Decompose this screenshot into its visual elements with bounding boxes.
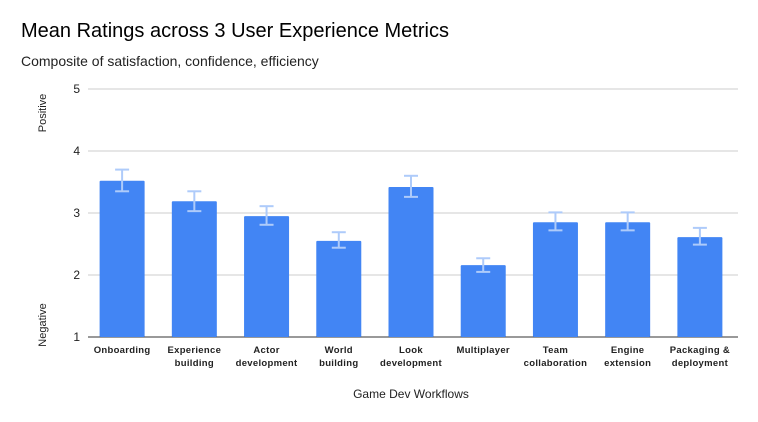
bar — [605, 222, 651, 337]
chart-title: Mean Ratings across 3 User Experience Me… — [21, 20, 449, 42]
y-axis-label-positive: Positive — [37, 94, 49, 133]
x-tick-label: Team — [543, 345, 568, 356]
x-tick-label: building — [319, 358, 358, 369]
x-tick-label: Experience — [167, 345, 221, 356]
x-tick-label: Engine — [611, 345, 644, 356]
x-tick-label: development — [236, 358, 298, 369]
chart-subtitle: Composite of satisfaction, confidence, e… — [21, 53, 319, 69]
x-tick-label: Onboarding — [94, 345, 151, 356]
x-tick-label: Look — [399, 345, 423, 356]
bar — [316, 240, 362, 337]
bar — [460, 265, 506, 337]
x-tick-label: collaboration — [524, 358, 588, 369]
x-tick-label: Actor — [253, 345, 279, 356]
x-tick-label: World — [325, 345, 353, 356]
bar — [677, 237, 723, 337]
y-tick-label: 2 — [73, 268, 80, 282]
bar — [99, 180, 145, 337]
bar — [171, 201, 217, 337]
y-tick-label: 5 — [73, 82, 80, 96]
x-tick-label: deployment — [672, 358, 729, 369]
x-tick-label: building — [175, 358, 214, 369]
x-axis-title: Game Dev Workflows — [353, 387, 469, 401]
x-tick-label: Packaging & — [670, 345, 730, 356]
bar — [532, 222, 578, 337]
bar — [244, 216, 290, 337]
x-tick-label: extension — [604, 358, 651, 369]
y-tick-label: 3 — [73, 206, 80, 220]
bar — [388, 186, 434, 337]
y-axis-label-negative: Negative — [37, 303, 49, 346]
x-tick-label: Multiplayer — [456, 345, 509, 356]
y-tick-label: 1 — [73, 330, 80, 344]
y-tick-label: 4 — [73, 144, 80, 158]
x-tick-label: development — [380, 358, 442, 369]
